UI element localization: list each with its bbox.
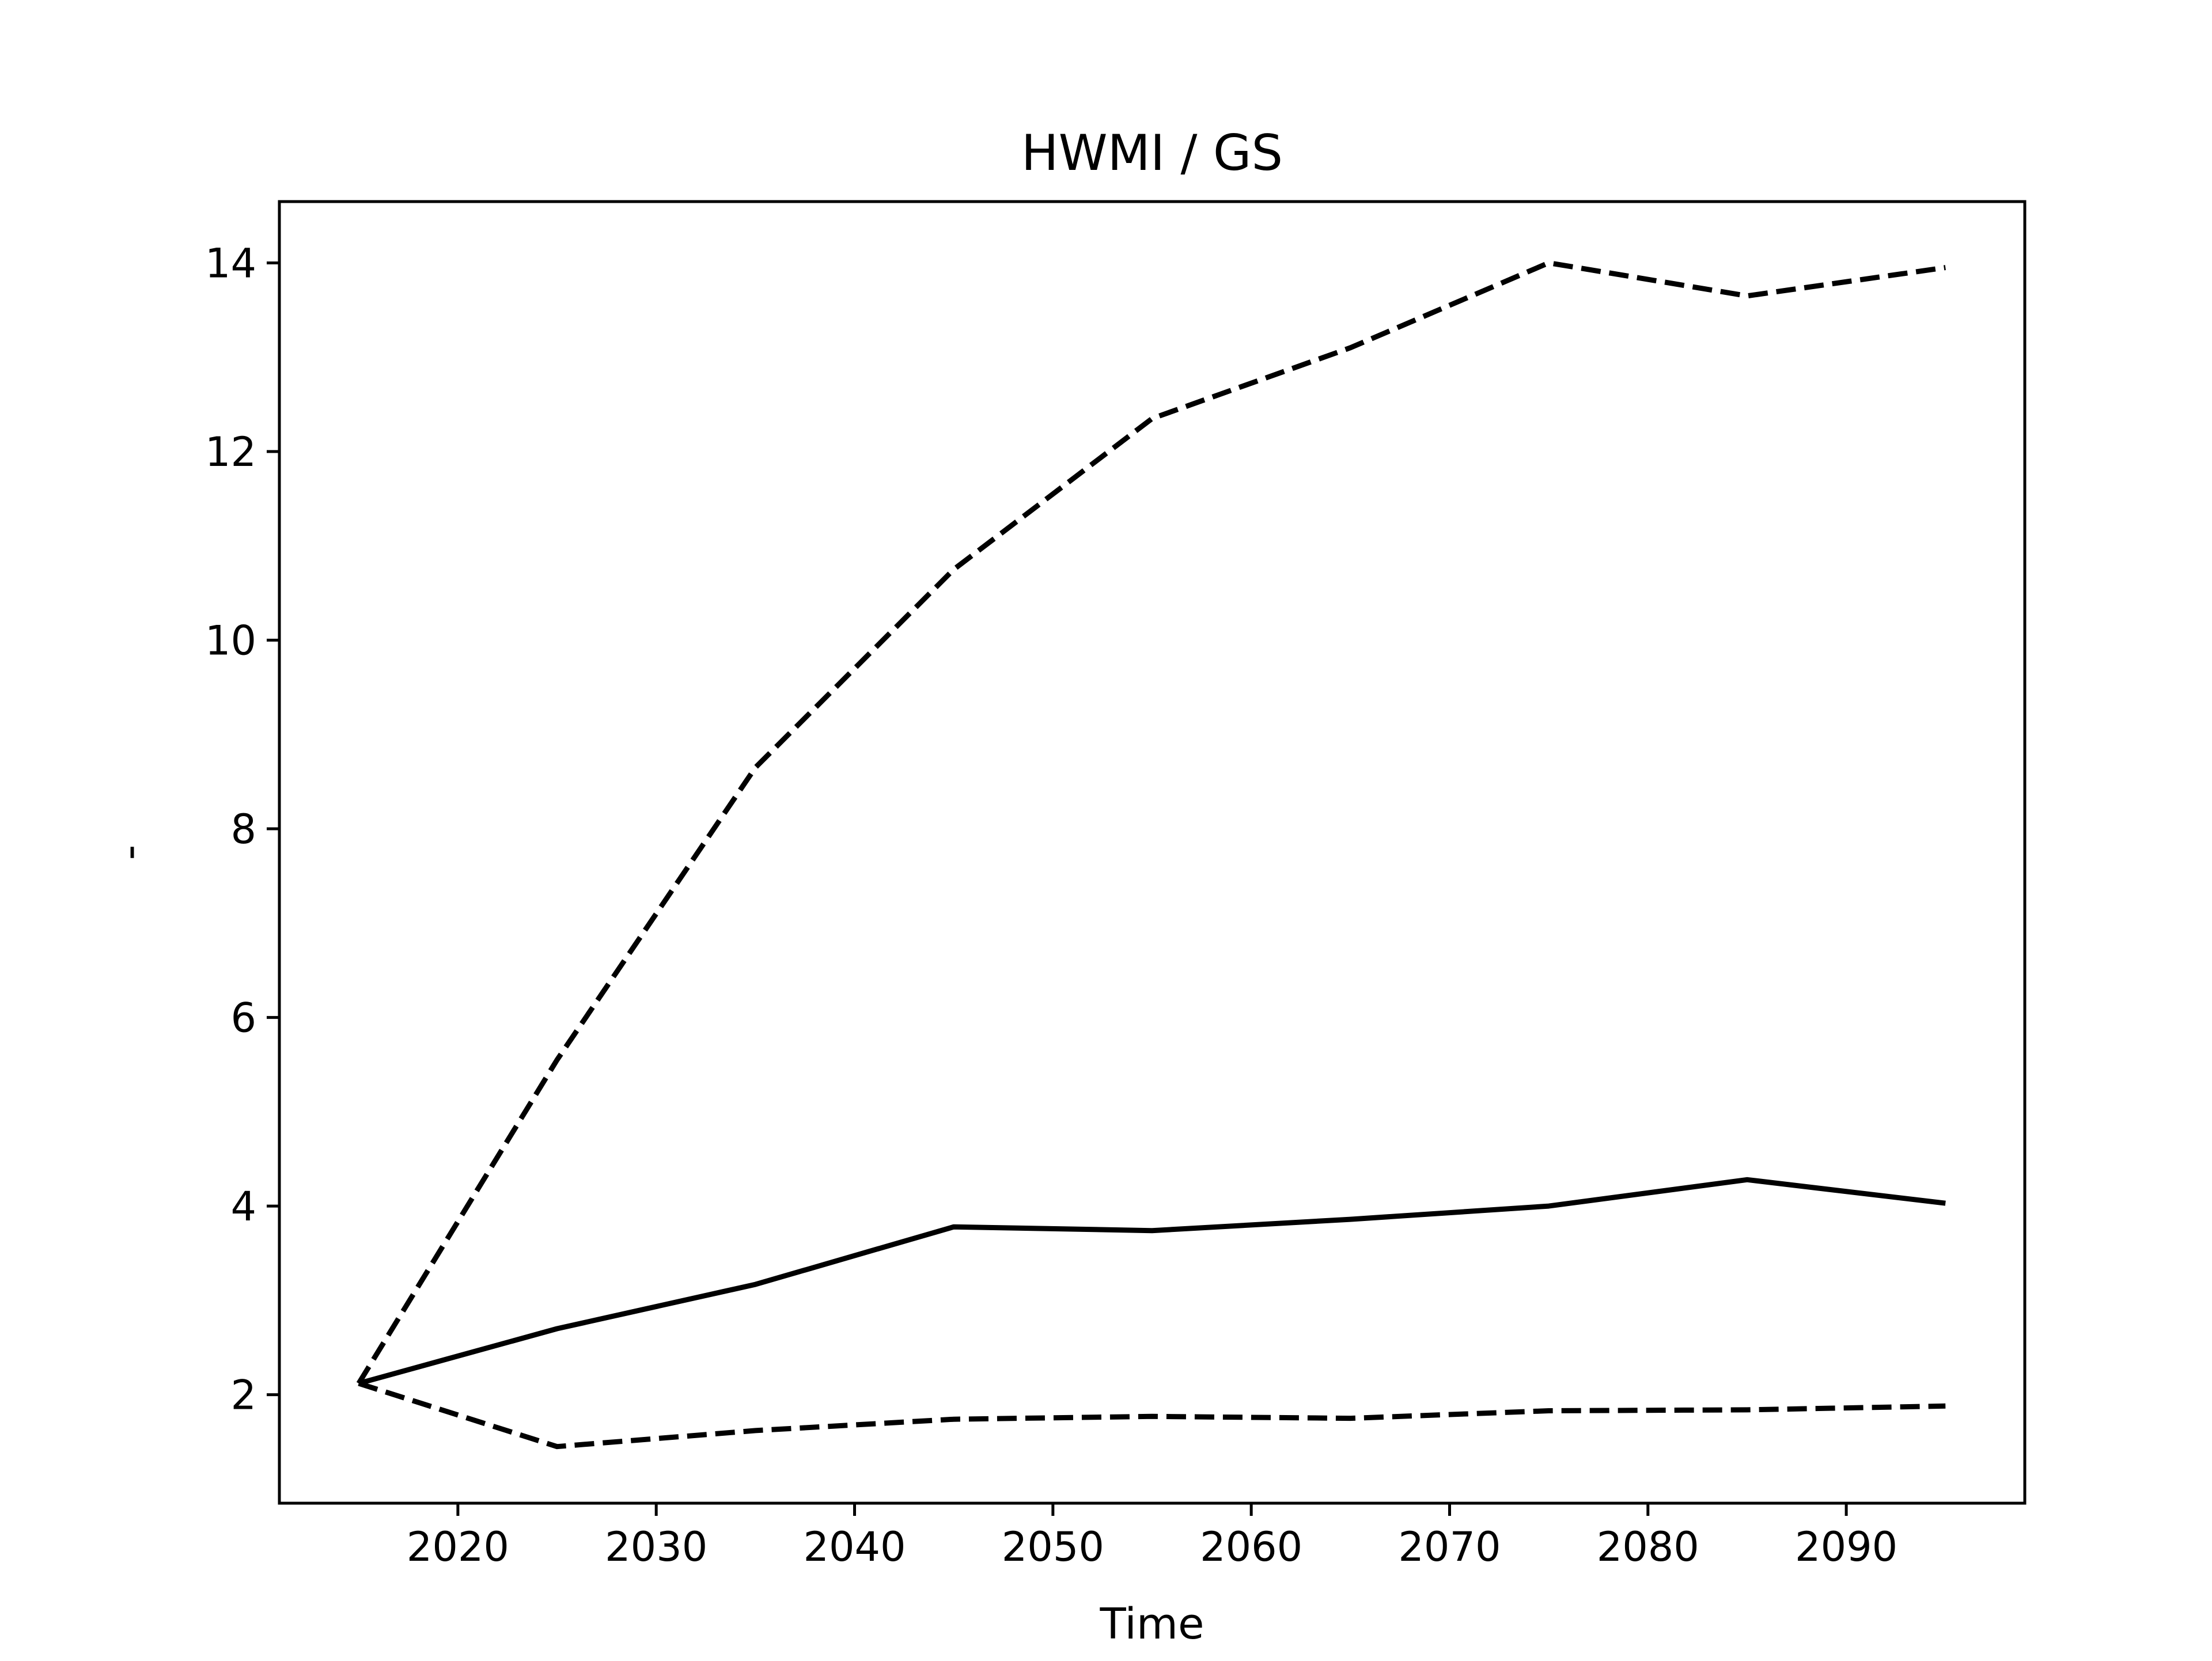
x-tick-label: 2090 — [1795, 1523, 1897, 1571]
x-tick-label: 2030 — [605, 1523, 707, 1571]
y-tick-label: 8 — [230, 806, 256, 853]
x-tick-label: 2050 — [1002, 1523, 1104, 1571]
series-line-dashed-0 — [356, 260, 1946, 1385]
y-tick-label: 10 — [205, 617, 256, 665]
y-tick-label: 12 — [205, 428, 256, 476]
series-layer — [356, 260, 1946, 1450]
x-tick-label: 2070 — [1398, 1523, 1501, 1571]
series-line-dashed-2 — [358, 1381, 1946, 1450]
x-tick-label: 2060 — [1200, 1523, 1302, 1571]
x-axis-title: Time — [1099, 1599, 1204, 1649]
x-tick-label: 2080 — [1597, 1523, 1699, 1571]
plot-area-frame — [278, 200, 2027, 1505]
y-axis-title: - — [105, 845, 154, 860]
y-tick-label: 4 — [230, 1183, 256, 1230]
chart-title: HWMI / GS — [1021, 124, 1283, 182]
series-line-solid — [358, 1177, 1946, 1386]
x-tick-label: 2040 — [803, 1523, 906, 1571]
tick-layer: 2020 2030 2040 2050 2060 2070 2080 2090 2 4 6 8 10 12… — [205, 240, 1897, 1571]
y-tick-label: 14 — [205, 240, 256, 287]
y-tick-label: 2 — [230, 1372, 256, 1419]
y-tick-label: 6 — [230, 995, 256, 1042]
x-tick-label: 2020 — [407, 1523, 509, 1571]
